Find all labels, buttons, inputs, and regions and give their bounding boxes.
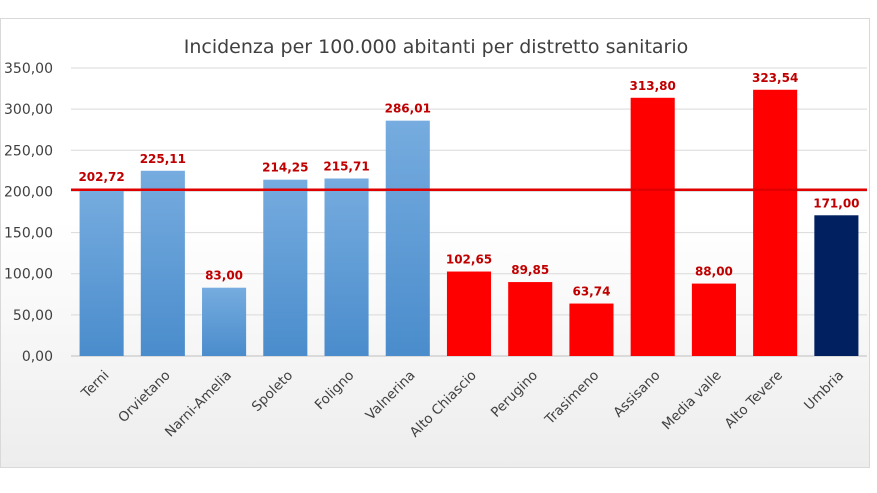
- chart-title: Incidenza per 100.000 abitanti per distr…: [184, 36, 689, 58]
- bar: [753, 89, 798, 356]
- bar: [140, 170, 185, 356]
- y-tick-label: 0,00: [22, 349, 53, 365]
- data-label: 313,80: [630, 79, 676, 93]
- y-tick-label: 200,00: [4, 184, 53, 200]
- category-label: Spoleto: [249, 368, 296, 415]
- category-label: Terni: [78, 368, 113, 403]
- bar: [691, 283, 736, 356]
- data-labels: 202,72 225,11 83,00 214,25 215,71 286,01 102,6…: [78, 71, 859, 299]
- bar: [569, 303, 614, 356]
- data-label: 83,00: [205, 269, 243, 283]
- bar: [202, 287, 247, 356]
- bar: [385, 120, 430, 356]
- bar-chart: Incidenza per 100.000 abitanti per distr…: [4, 36, 867, 441]
- category-label: Trasimeno: [541, 368, 602, 429]
- bar: [630, 97, 675, 357]
- data-label: 323,54: [752, 71, 798, 85]
- bar: [263, 179, 308, 356]
- data-label: 63,74: [572, 285, 610, 299]
- category-label: Orvietano: [115, 368, 173, 426]
- category-label: Assisano: [610, 368, 663, 421]
- data-label: 286,01: [385, 102, 431, 116]
- y-tick-label: 250,00: [4, 143, 53, 159]
- data-label: 215,71: [323, 160, 369, 174]
- category-label: Media valle: [659, 368, 725, 434]
- data-label: 214,25: [262, 161, 308, 175]
- data-label: 225,11: [140, 152, 186, 166]
- category-label: Valnerina: [363, 368, 419, 424]
- data-label: 171,00: [813, 196, 859, 210]
- bars: [79, 89, 859, 357]
- bar: [508, 282, 553, 356]
- category-label: Umbria: [801, 368, 847, 414]
- y-axis-ticks: 0,00 50,00 100,00 150,00 200,00 250,00 300,00 3…: [4, 61, 53, 365]
- bar: [79, 189, 124, 356]
- bar: [446, 271, 492, 356]
- category-label: Perugino: [488, 368, 541, 421]
- data-label: 88,00: [695, 265, 733, 279]
- y-tick-label: 100,00: [4, 267, 53, 283]
- data-label: 102,65: [446, 253, 492, 267]
- bar: [324, 178, 369, 356]
- chart-area: Incidenza per 100.000 abitanti per distr…: [0, 18, 870, 468]
- data-label: 202,72: [78, 170, 124, 184]
- y-tick-label: 350,00: [4, 61, 53, 77]
- data-label: 89,85: [511, 263, 549, 277]
- category-label: Foligno: [312, 368, 358, 414]
- y-tick-label: 50,00: [13, 308, 53, 324]
- category-label: Alto Tevere: [722, 368, 786, 432]
- y-tick-label: 150,00: [4, 226, 53, 242]
- bar: [814, 215, 859, 356]
- y-tick-label: 300,00: [4, 102, 53, 118]
